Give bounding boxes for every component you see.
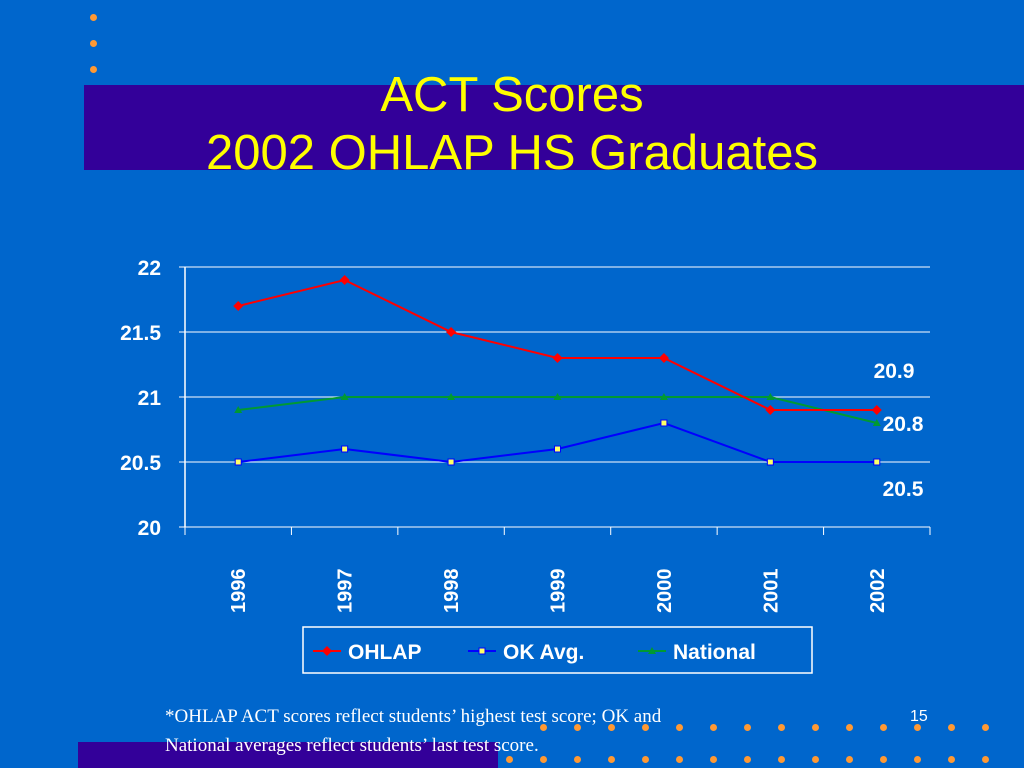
x-tick-label: 2000 [654,569,676,614]
legend-box [302,626,813,674]
accent-dot [506,756,513,763]
data-point [233,301,244,311]
data-point [478,647,486,655]
data-point [872,419,881,426]
page-number: 15 [910,708,928,725]
data-point [658,353,669,363]
accent-dot [90,40,97,47]
accent-dot [846,756,853,763]
accent-dot [812,756,819,763]
x-tick-label: 2001 [760,569,782,614]
data-point [234,406,243,413]
footnote: *OHLAP ACT scores reflect students’ high… [165,702,865,760]
legend-label: OHLAP [348,641,422,664]
accent-dot [608,756,615,763]
data-point [765,405,776,415]
data-point [648,647,656,654]
x-tick-label: 1997 [335,569,357,614]
data-point [339,275,350,285]
accent-dot [914,756,921,763]
accent-dot [90,14,97,21]
data-point [659,393,668,400]
act-scores-chart: 20 20.5 21 21.5 22 1996 1997 1998 1999 2000 2001 20… [120,257,931,674]
footer-band [78,742,498,768]
data-point [446,327,457,337]
accent-dot [710,724,717,731]
accent-dot [982,756,989,763]
accent-dot [744,724,751,731]
accent-dot [880,756,887,763]
data-point [873,458,881,466]
accent-dot [710,756,717,763]
data-point [553,393,562,400]
series-line [238,421,877,464]
accent-dot [540,756,547,763]
y-tick-label: 20.5 [120,452,161,475]
y-tick-label: 21.5 [120,322,161,345]
data-point [766,458,774,466]
title-line-1: ACT Scores [380,68,644,122]
data-point [341,445,349,453]
accent-dot [948,724,955,731]
accent-dot [948,756,955,763]
x-tick-label: 1998 [441,569,463,614]
footnote-line-2: National averages reflect students’ last… [165,735,539,756]
slide-title: ACT Scores 2002 OHLAP HS Graduates [0,66,1024,182]
legend-label: OK Avg. [503,641,584,664]
footnote-line-1: *OHLAP ACT scores reflect students’ high… [165,706,662,727]
accent-dot [574,756,581,763]
title-line-2: 2002 OHLAP HS Graduates [206,126,818,180]
accent-dot [90,66,97,73]
accent-dot [778,756,785,763]
accent-dot [676,756,683,763]
data-point [447,458,455,466]
data-label: 20.9 [874,360,915,383]
data-label: 20.5 [883,478,924,501]
x-tick-label: 2002 [867,569,889,614]
accent-dot [642,756,649,763]
data-point [552,353,563,363]
data-point [871,405,882,415]
accent-dot [914,724,921,731]
accent-dot [676,724,683,731]
data-point [660,419,668,427]
accent-dot [778,724,785,731]
data-point [340,393,349,400]
accent-dot [608,724,615,731]
y-tick-label: 20 [138,517,161,540]
title-band [84,85,1024,170]
accent-dot [642,724,649,731]
accent-dot [812,724,819,731]
data-point [322,646,332,656]
accent-dot [880,724,887,731]
accent-dot [846,724,853,731]
series-line [237,278,877,411]
legend-label: National [673,641,756,664]
y-tick-label: 22 [138,257,161,280]
y-tick-label: 21 [138,387,162,410]
data-point [554,445,561,453]
accent-dot [540,724,547,731]
accent-dot [982,724,989,731]
accent-dot [744,756,751,763]
x-tick-label: 1996 [228,569,250,614]
accent-dot [574,724,581,731]
data-point [447,393,456,400]
data-point [234,458,242,466]
data-label: 20.8 [883,413,924,436]
data-point [766,393,775,400]
x-tick-label: 1999 [548,569,570,614]
